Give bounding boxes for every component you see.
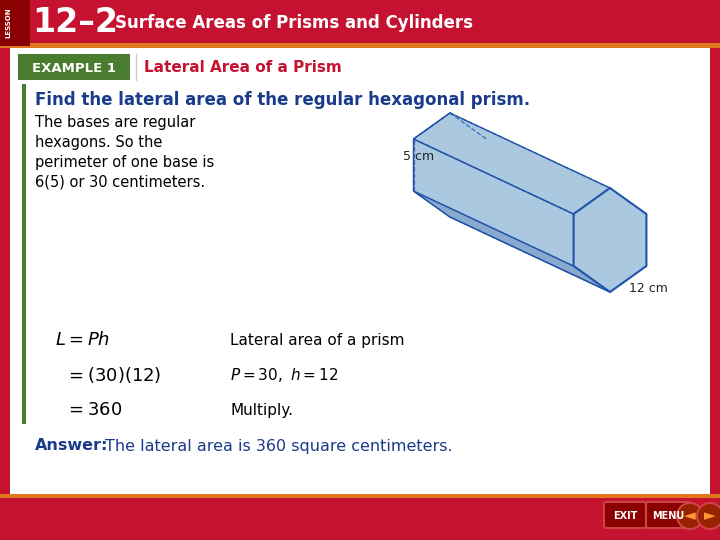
Polygon shape — [574, 188, 647, 292]
Text: $P = 30,\ h = 12$: $P = 30,\ h = 12$ — [230, 366, 338, 384]
Text: $L = Ph$: $L = Ph$ — [55, 331, 110, 349]
Text: LESSON: LESSON — [5, 8, 11, 38]
Text: $= (30)(12)$: $= (30)(12)$ — [65, 365, 161, 385]
FancyBboxPatch shape — [0, 497, 720, 540]
Circle shape — [697, 503, 720, 529]
Text: $= 360$: $= 360$ — [65, 401, 122, 419]
Polygon shape — [413, 139, 574, 266]
Text: Answer:: Answer: — [35, 438, 109, 454]
FancyBboxPatch shape — [10, 44, 710, 518]
Polygon shape — [450, 191, 647, 292]
Text: The bases are regular: The bases are regular — [35, 114, 195, 130]
FancyBboxPatch shape — [22, 84, 26, 424]
FancyBboxPatch shape — [0, 43, 720, 48]
Text: ◄: ◄ — [684, 509, 696, 523]
Text: Surface Areas of Prisms and Cylinders: Surface Areas of Prisms and Cylinders — [115, 14, 473, 32]
Text: EXAMPLE 1: EXAMPLE 1 — [32, 62, 116, 75]
Text: Lateral area of a prism: Lateral area of a prism — [230, 333, 405, 348]
Polygon shape — [413, 113, 487, 217]
Polygon shape — [413, 113, 610, 214]
Text: 12–2: 12–2 — [32, 6, 118, 39]
Text: EXIT: EXIT — [613, 511, 637, 521]
Text: The lateral area is 360 square centimeters.: The lateral area is 360 square centimete… — [105, 438, 453, 454]
FancyBboxPatch shape — [0, 0, 720, 46]
Polygon shape — [487, 139, 647, 266]
Text: perimeter of one base is: perimeter of one base is — [35, 154, 215, 170]
Text: hexagons. So the: hexagons. So the — [35, 134, 163, 150]
Polygon shape — [413, 191, 610, 292]
Text: 6(5) or 30 centimeters.: 6(5) or 30 centimeters. — [35, 174, 205, 190]
Text: 12 cm: 12 cm — [629, 281, 667, 294]
FancyBboxPatch shape — [604, 502, 646, 528]
FancyBboxPatch shape — [646, 502, 690, 528]
Circle shape — [677, 503, 703, 529]
Text: 5 cm: 5 cm — [403, 151, 434, 164]
FancyBboxPatch shape — [0, 494, 720, 498]
Text: Lateral Area of a Prism: Lateral Area of a Prism — [144, 60, 342, 76]
Text: ►: ► — [704, 509, 716, 523]
Text: Find the lateral area of the regular hexagonal prism.: Find the lateral area of the regular hex… — [35, 91, 530, 109]
Text: Multiply.: Multiply. — [230, 402, 293, 417]
Text: MENU: MENU — [652, 511, 684, 521]
FancyBboxPatch shape — [18, 54, 130, 80]
Polygon shape — [0, 0, 30, 46]
